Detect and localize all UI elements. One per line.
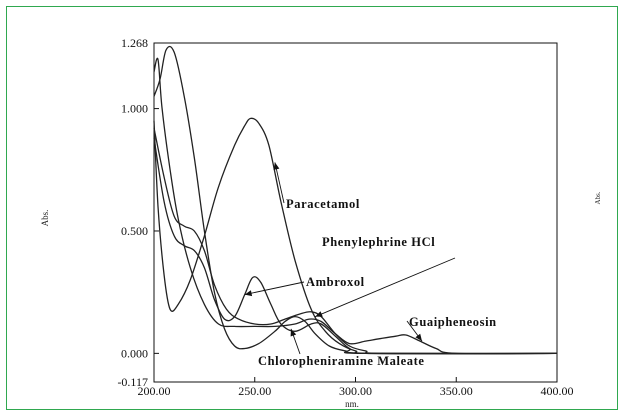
y-tick-label: 0.500 [121, 224, 148, 238]
arrowhead-guaipheneosin [415, 333, 422, 342]
plot-area [153, 42, 558, 383]
y-axis-label: Abs. [40, 210, 50, 227]
series-label-phenylephrine-hcl: Phenylephrine HCl [322, 235, 435, 249]
y-tick-label: -0.117 [117, 375, 148, 389]
leader-line-phenylephrine-hcl [315, 257, 456, 318]
series-label-chloropheniramine-maleate: Chloropheniramine Maleate [258, 354, 425, 368]
arrowhead-chloropheniramine-maleate [290, 328, 297, 337]
series-line-paracetamol [153, 117, 558, 355]
series-line-chloropheniramine-maleate [153, 45, 558, 355]
x-axis-label: nm. [345, 399, 359, 409]
y-tick-label: 1.000 [121, 102, 148, 116]
leader-line-ambroxol [244, 281, 305, 296]
series-line-ambroxol [153, 137, 558, 355]
right-axis-label: Abs. [594, 191, 602, 204]
x-tick-label: 350.00 [440, 384, 473, 398]
x-tick-label: 300.00 [339, 384, 372, 398]
arrowhead-paracetamol [273, 162, 280, 170]
y-tick-label: 1.268 [121, 36, 148, 50]
series-label-ambroxol: Ambroxol [306, 275, 365, 289]
x-tick-label: 200.00 [138, 384, 171, 398]
x-tick-label: 250.00 [238, 384, 271, 398]
x-tick-label: 400.00 [541, 384, 574, 398]
series-line-phenylephrine-hcl [153, 128, 558, 355]
y-tick-label: 0.000 [121, 346, 148, 360]
arrowhead-ambroxol [244, 290, 253, 297]
figure-frame [6, 6, 618, 410]
arrowhead-phenylephrine-hcl [315, 311, 323, 317]
series-line-guaipheneosin [153, 57, 558, 355]
series-label-paracetamol: Paracetamol [286, 197, 360, 211]
series-label-guaipheneosin: Guaipheneosin [409, 315, 497, 329]
